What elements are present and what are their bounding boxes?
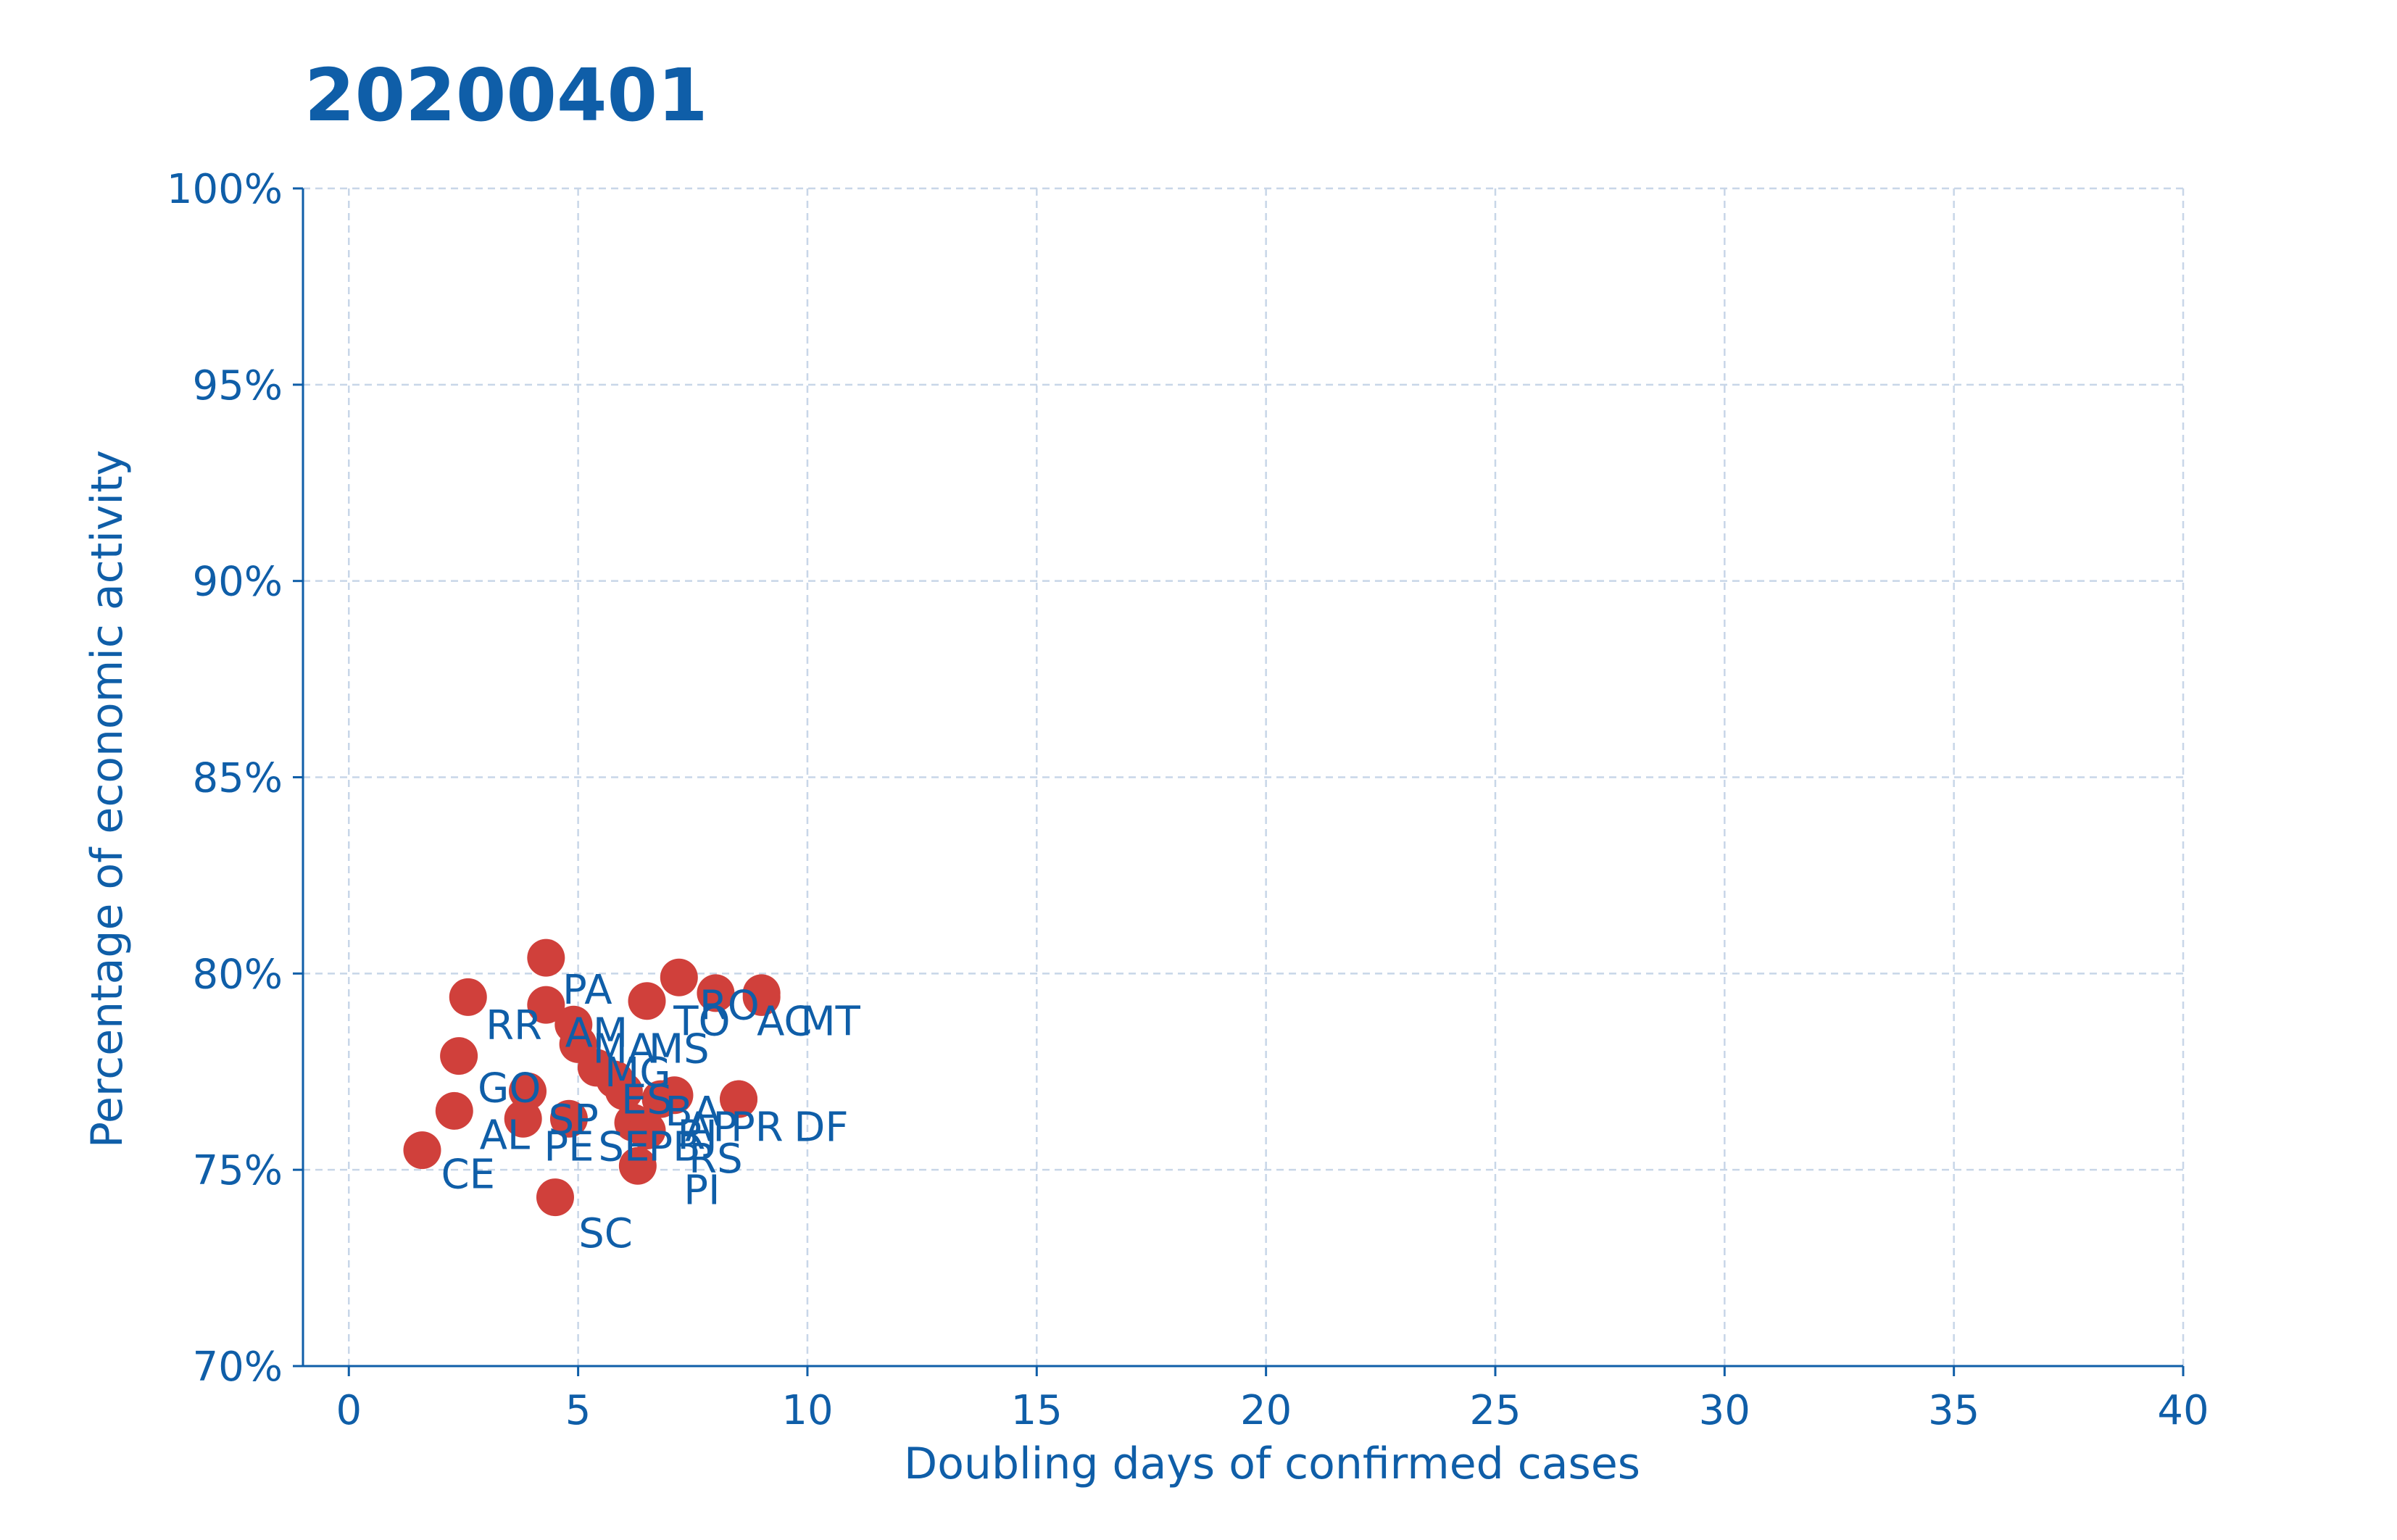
point-label: SP	[549, 1096, 599, 1144]
data-point	[618, 1146, 657, 1185]
point-label: CE	[441, 1152, 495, 1199]
grid	[303, 187, 2185, 1368]
x-tick-label: 30	[1699, 1387, 1750, 1434]
x-tick-label: 0	[336, 1387, 362, 1434]
data-point	[655, 1076, 694, 1115]
point-label: MS	[649, 1025, 710, 1073]
point-label: AL	[480, 1112, 531, 1159]
point-label: AC	[757, 998, 812, 1045]
x-ticks: 0 5 10 15 20 25 30 35 40	[336, 1366, 2209, 1434]
data-point	[449, 978, 487, 1016]
point-label: PI	[684, 1167, 720, 1214]
y-tick-label: 70%	[193, 1344, 283, 1391]
y-tick-label: 75%	[193, 1147, 283, 1194]
data-point	[605, 1072, 643, 1110]
data-points	[403, 938, 781, 1217]
y-tick-label: 85%	[193, 755, 283, 802]
data-point	[742, 978, 781, 1016]
x-axis-label: Doubling days of confirmed cases	[904, 1439, 1640, 1489]
point-label: AM	[565, 1010, 628, 1057]
y-tick-label: 100%	[167, 166, 283, 213]
data-point	[440, 1037, 478, 1075]
data-point	[435, 1091, 473, 1130]
point-label: SE	[598, 1124, 649, 1171]
data-point	[628, 1112, 666, 1149]
x-tick-label: 10	[781, 1387, 833, 1434]
data-point	[536, 1178, 574, 1217]
point-label: BA	[665, 1089, 720, 1136]
data-point	[403, 1131, 441, 1170]
point-label: GO	[478, 1065, 541, 1112]
data-point	[527, 986, 565, 1024]
point-label: RS	[689, 1136, 742, 1183]
point-label: RR	[486, 1002, 542, 1049]
data-point	[527, 938, 565, 977]
x-tick-label: 35	[1928, 1387, 1980, 1434]
data-point	[504, 1099, 542, 1138]
x-tick-label: 5	[565, 1387, 591, 1434]
point-label: PR	[731, 1104, 784, 1152]
point-label: MG	[605, 1049, 671, 1096]
point-label: MT	[800, 998, 860, 1045]
point-label: ES	[621, 1077, 673, 1124]
point-label: DF	[794, 1104, 848, 1152]
point-label: RO	[699, 983, 760, 1030]
data-point	[720, 1080, 758, 1118]
y-tick-label: 90%	[193, 559, 283, 606]
y-tick-label: 95%	[193, 362, 283, 409]
point-label: RJ	[677, 1112, 717, 1159]
x-tick-label: 25	[1469, 1387, 1521, 1434]
point-label: PE	[544, 1124, 594, 1171]
y-tick-label: 80%	[193, 951, 283, 998]
x-tick-label: 40	[2157, 1387, 2209, 1434]
x-tick-label: 15	[1011, 1387, 1063, 1434]
chart-title: 20200401	[304, 53, 708, 138]
data-point	[660, 958, 698, 996]
x-tick-label: 20	[1240, 1387, 1292, 1434]
point-label: AP	[685, 1104, 737, 1152]
y-axis-label: Percentage of economic activity	[82, 450, 133, 1148]
data-point	[697, 974, 735, 1012]
y-ticks: 70% 75% 80% 85% 90% 95% 100%	[167, 166, 303, 1391]
data-point	[549, 1099, 588, 1138]
point-label: SC	[578, 1210, 633, 1257]
point-label: PA	[562, 967, 612, 1014]
point-label: TO	[673, 998, 730, 1045]
point-label: PB	[648, 1124, 700, 1171]
point-label: MA	[593, 1025, 656, 1073]
data-point	[628, 982, 666, 1020]
